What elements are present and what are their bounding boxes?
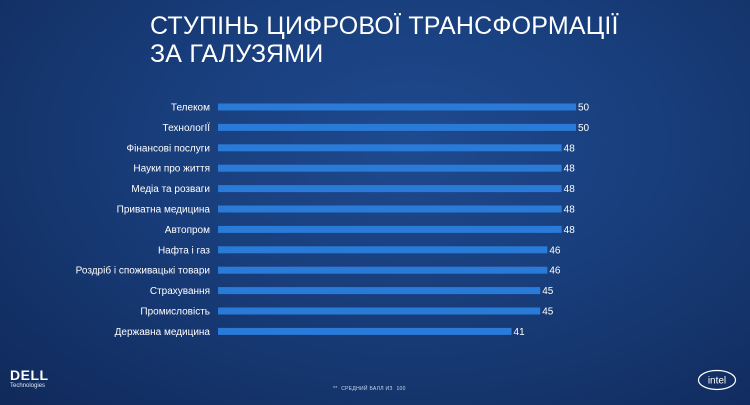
dell-logo-word: DELL	[10, 367, 49, 383]
bar	[218, 103, 576, 111]
title-line-2: ЗА ГАЛУЗЯМИ	[150, 40, 324, 68]
bar	[218, 225, 562, 233]
value-label: 45	[542, 307, 554, 318]
category-label: ТехнологІЇ	[163, 122, 211, 134]
value-label: 48	[564, 205, 576, 216]
value-label: 41	[514, 327, 526, 338]
value-label: 48	[564, 164, 576, 175]
value-label: 48	[564, 143, 576, 154]
category-label: Медіа та розваги	[131, 184, 210, 195]
footnote-prefix: **	[333, 386, 338, 392]
bar	[218, 307, 541, 315]
page-title: СТУПІНЬ ЦИФРОВОЇ ТРАНСФОРМАЦІЇ ЗА ГАЛУЗЯ…	[150, 12, 619, 68]
bar	[218, 287, 541, 295]
category-label: Фінансові послуги	[127, 143, 210, 154]
value-label: 45	[542, 286, 554, 297]
category-label: Телеком	[171, 103, 210, 114]
bar	[218, 123, 576, 131]
category-label: Державна медицина	[115, 327, 211, 338]
bar	[218, 185, 562, 193]
bar	[218, 164, 562, 172]
bar	[218, 205, 562, 213]
footnote: ** СРЕДНИЙ БАЛЛ ИЗ 100	[333, 386, 408, 392]
value-label: 48	[564, 225, 576, 236]
title-line-1: СТУПІНЬ ЦИФРОВОЇ ТРАНСФОРМАЦІЇ	[150, 12, 619, 40]
category-label: Роздріб і споживацькі товари	[76, 265, 210, 277]
category-label: Приватна медицина	[117, 205, 211, 216]
bar	[218, 144, 562, 152]
intel-logo-word: intel	[708, 376, 726, 387]
category-label: Науки про життя	[133, 164, 210, 175]
category-label: Автопром	[165, 225, 210, 236]
category-label: Страхування	[150, 286, 210, 297]
value-label: 50	[578, 123, 590, 134]
footnote-value: 100	[396, 386, 406, 392]
dell-logo: DELL Technologies	[10, 368, 70, 390]
bar	[218, 266, 548, 274]
dell-logo-subtitle: Technologies	[10, 383, 46, 389]
bar	[218, 327, 512, 335]
intel-logo: intel	[697, 369, 737, 391]
value-label: 50	[578, 103, 590, 114]
bar	[218, 246, 548, 254]
value-label: 46	[549, 266, 561, 277]
category-label: Промисловість	[140, 307, 210, 318]
value-label: 48	[564, 184, 576, 195]
value-label: 46	[549, 245, 561, 256]
category-label: Нафта і газ	[158, 244, 210, 256]
footnote-text: СРЕДНИЙ БАЛЛ ИЗ	[341, 386, 393, 392]
